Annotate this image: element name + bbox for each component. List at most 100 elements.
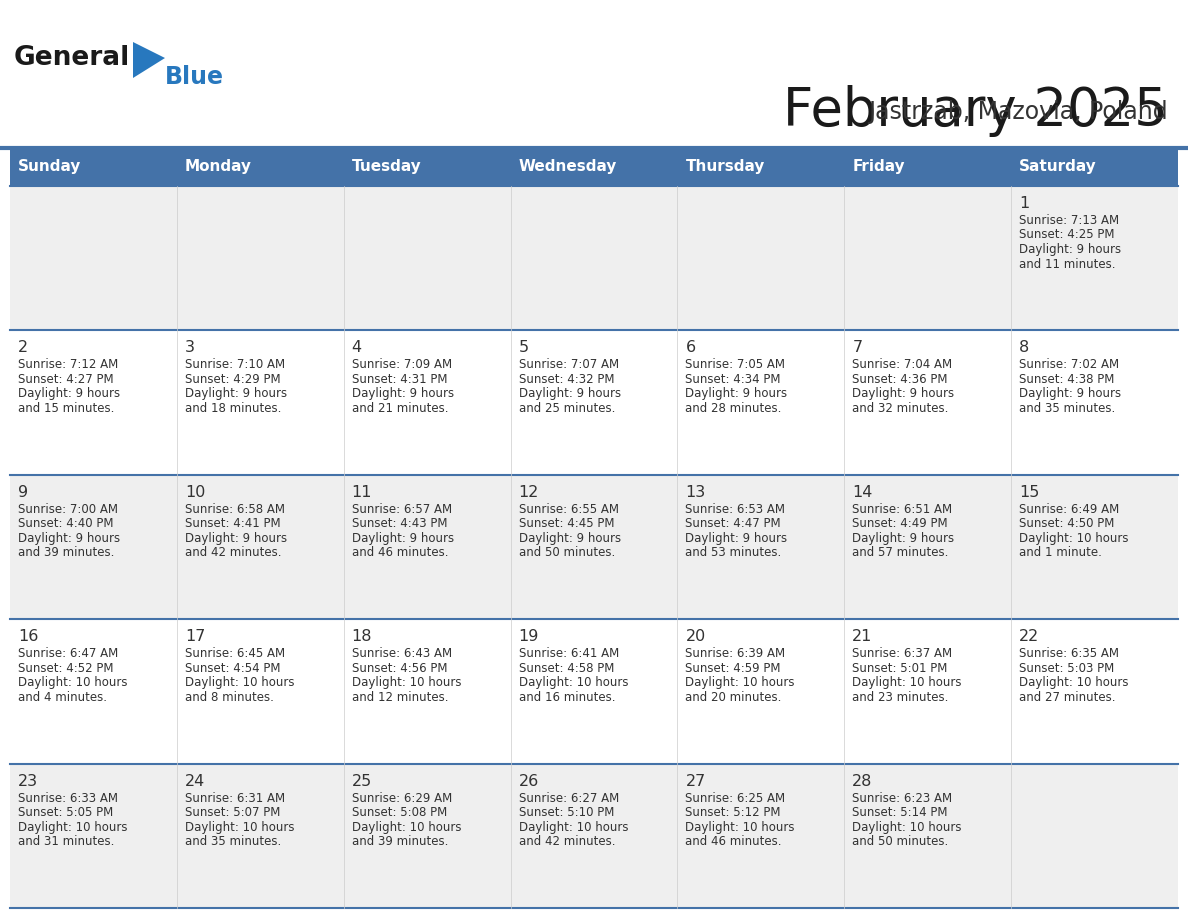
Text: Sunset: 4:58 PM: Sunset: 4:58 PM [519,662,614,675]
Text: 19: 19 [519,629,539,644]
Text: Daylight: 10 hours: Daylight: 10 hours [185,821,295,834]
Text: and 16 minutes.: and 16 minutes. [519,690,615,704]
Text: Sunset: 4:47 PM: Sunset: 4:47 PM [685,518,781,531]
Text: Sunrise: 6:53 AM: Sunrise: 6:53 AM [685,503,785,516]
Text: 11: 11 [352,485,372,499]
Text: and 39 minutes.: and 39 minutes. [352,835,448,848]
Text: 2: 2 [18,341,29,355]
Text: and 50 minutes.: and 50 minutes. [519,546,615,559]
Text: Daylight: 9 hours: Daylight: 9 hours [852,532,954,544]
Text: Sunrise: 6:43 AM: Sunrise: 6:43 AM [352,647,451,660]
Text: Tuesday: Tuesday [352,160,422,174]
Text: and 57 minutes.: and 57 minutes. [852,546,949,559]
Text: Daylight: 10 hours: Daylight: 10 hours [1019,677,1129,689]
Text: 8: 8 [1019,341,1029,355]
Text: Friday: Friday [852,160,905,174]
Text: Sunset: 4:52 PM: Sunset: 4:52 PM [18,662,114,675]
Text: Sunrise: 6:47 AM: Sunrise: 6:47 AM [18,647,119,660]
Text: and 28 minutes.: and 28 minutes. [685,402,782,415]
Text: Daylight: 9 hours: Daylight: 9 hours [352,387,454,400]
Text: Daylight: 9 hours: Daylight: 9 hours [352,532,454,544]
Text: 6: 6 [685,341,695,355]
Text: Sunrise: 6:25 AM: Sunrise: 6:25 AM [685,791,785,804]
Text: Daylight: 10 hours: Daylight: 10 hours [352,677,461,689]
Text: and 8 minutes.: and 8 minutes. [185,690,273,704]
Text: Sunrise: 6:27 AM: Sunrise: 6:27 AM [519,791,619,804]
Text: Sunrise: 6:37 AM: Sunrise: 6:37 AM [852,647,953,660]
Text: Sunrise: 7:10 AM: Sunrise: 7:10 AM [185,358,285,372]
Bar [10,620,1178,764]
Text: 7: 7 [852,341,862,355]
Text: 21: 21 [852,629,873,644]
Text: and 27 minutes.: and 27 minutes. [1019,690,1116,704]
Text: Sunset: 5:01 PM: Sunset: 5:01 PM [852,662,948,675]
Text: 3: 3 [185,341,195,355]
Text: February 2025: February 2025 [783,85,1168,137]
Text: and 25 minutes.: and 25 minutes. [519,402,615,415]
Text: Sunrise: 6:33 AM: Sunrise: 6:33 AM [18,791,118,804]
Text: Daylight: 10 hours: Daylight: 10 hours [519,821,628,834]
Text: Sunrise: 6:35 AM: Sunrise: 6:35 AM [1019,647,1119,660]
Text: General: General [14,45,129,71]
Text: and 11 minutes.: and 11 minutes. [1019,258,1116,271]
Text: Daylight: 10 hours: Daylight: 10 hours [685,821,795,834]
Text: 22: 22 [1019,629,1040,644]
Text: Sunrise: 6:41 AM: Sunrise: 6:41 AM [519,647,619,660]
Text: Sunset: 4:49 PM: Sunset: 4:49 PM [852,518,948,531]
Text: Sunrise: 7:13 AM: Sunrise: 7:13 AM [1019,214,1119,227]
Text: Daylight: 9 hours: Daylight: 9 hours [18,532,120,544]
Text: 9: 9 [18,485,29,499]
Text: Sunrise: 6:45 AM: Sunrise: 6:45 AM [185,647,285,660]
Text: Sunset: 4:31 PM: Sunset: 4:31 PM [352,373,447,386]
Text: Sunrise: 6:31 AM: Sunrise: 6:31 AM [185,791,285,804]
Text: Daylight: 10 hours: Daylight: 10 hours [852,677,962,689]
Text: Sunset: 5:03 PM: Sunset: 5:03 PM [1019,662,1114,675]
Text: and 23 minutes.: and 23 minutes. [852,690,949,704]
Text: and 46 minutes.: and 46 minutes. [352,546,448,559]
Text: Sunset: 5:05 PM: Sunset: 5:05 PM [18,806,113,819]
Text: Sunset: 4:50 PM: Sunset: 4:50 PM [1019,518,1114,531]
Text: Sunset: 4:43 PM: Sunset: 4:43 PM [352,518,447,531]
Text: Sunrise: 7:07 AM: Sunrise: 7:07 AM [519,358,619,372]
Bar [10,764,1178,908]
Text: and 20 minutes.: and 20 minutes. [685,690,782,704]
Text: Sunrise: 7:00 AM: Sunrise: 7:00 AM [18,503,118,516]
Text: 4: 4 [352,341,362,355]
Text: Sunrise: 7:12 AM: Sunrise: 7:12 AM [18,358,119,372]
Text: and 15 minutes.: and 15 minutes. [18,402,114,415]
Text: 23: 23 [18,774,38,789]
Text: Sunset: 5:07 PM: Sunset: 5:07 PM [185,806,280,819]
Text: Sunset: 4:38 PM: Sunset: 4:38 PM [1019,373,1114,386]
Text: 1: 1 [1019,196,1029,211]
Text: Monday: Monday [185,160,252,174]
Bar [10,148,1178,186]
Text: 16: 16 [18,629,38,644]
Text: Sunset: 5:12 PM: Sunset: 5:12 PM [685,806,781,819]
Text: Sunrise: 6:58 AM: Sunrise: 6:58 AM [185,503,285,516]
Text: Sunset: 5:14 PM: Sunset: 5:14 PM [852,806,948,819]
Text: 28: 28 [852,774,873,789]
Text: 27: 27 [685,774,706,789]
Text: Daylight: 9 hours: Daylight: 9 hours [1019,387,1121,400]
Text: and 18 minutes.: and 18 minutes. [185,402,282,415]
Text: Daylight: 10 hours: Daylight: 10 hours [685,677,795,689]
Text: Thursday: Thursday [685,160,765,174]
Text: Wednesday: Wednesday [519,160,617,174]
Text: 20: 20 [685,629,706,644]
Text: 26: 26 [519,774,539,789]
Text: Sunset: 4:25 PM: Sunset: 4:25 PM [1019,229,1114,241]
Text: and 46 minutes.: and 46 minutes. [685,835,782,848]
Text: Daylight: 10 hours: Daylight: 10 hours [18,677,127,689]
Text: Daylight: 9 hours: Daylight: 9 hours [1019,243,1121,256]
Text: Sunset: 4:29 PM: Sunset: 4:29 PM [185,373,280,386]
Text: and 50 minutes.: and 50 minutes. [852,835,948,848]
Text: 24: 24 [185,774,206,789]
Text: and 42 minutes.: and 42 minutes. [519,835,615,848]
Text: and 39 minutes.: and 39 minutes. [18,546,114,559]
Text: Sunrise: 6:39 AM: Sunrise: 6:39 AM [685,647,785,660]
Text: Daylight: 9 hours: Daylight: 9 hours [185,387,287,400]
Text: and 35 minutes.: and 35 minutes. [185,835,282,848]
Text: Sunrise: 6:23 AM: Sunrise: 6:23 AM [852,791,953,804]
Text: Daylight: 9 hours: Daylight: 9 hours [519,387,620,400]
Text: Sunset: 4:36 PM: Sunset: 4:36 PM [852,373,948,386]
